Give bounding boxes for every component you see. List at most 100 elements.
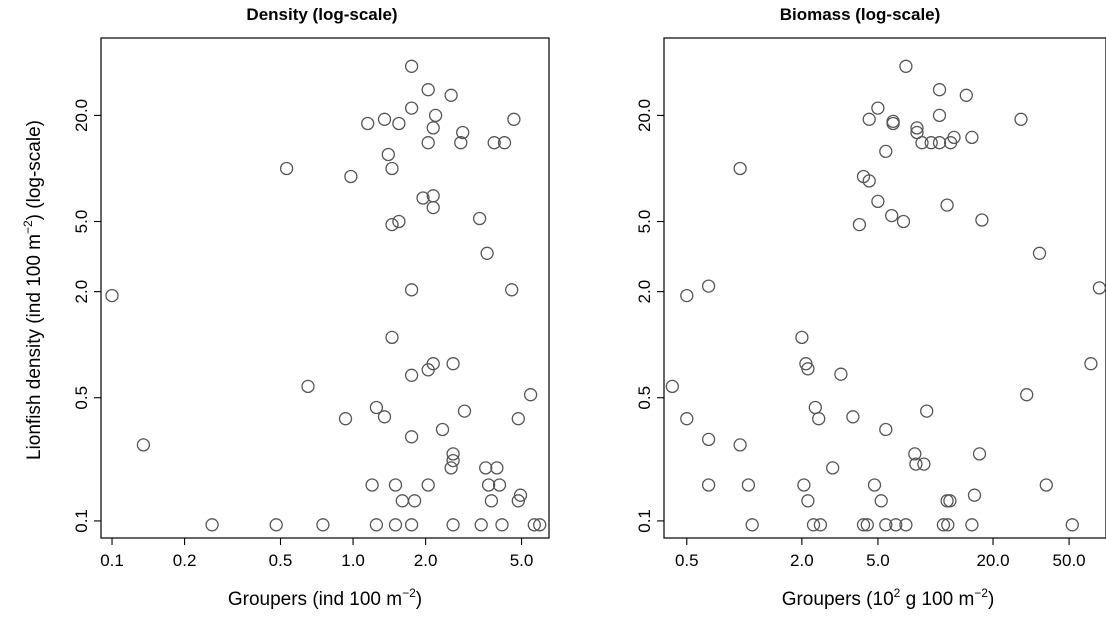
data-point — [741, 478, 756, 492]
data-point — [421, 136, 435, 150]
data-point — [497, 136, 512, 150]
data-point — [860, 518, 874, 532]
data-point — [1065, 518, 1079, 532]
data-point — [454, 136, 468, 150]
data-point — [885, 208, 899, 223]
data-point — [972, 447, 987, 461]
data-point — [680, 412, 694, 426]
data-point — [862, 174, 876, 188]
data-point — [428, 108, 443, 123]
data-point — [511, 412, 525, 426]
data-point — [701, 279, 716, 293]
data-point — [490, 461, 504, 475]
y-tick-label: 5.0 — [72, 210, 91, 234]
biomass-y-axis: 0.1 0.5 2.0 5.0 20.0 — [635, 99, 664, 533]
data-point — [404, 368, 419, 382]
biomass-x-axis: 0.5 2.0 5.0 20.0 50.0 — [675, 538, 1086, 570]
x-tick-label: 0.2 — [173, 551, 197, 570]
data-point — [813, 518, 828, 532]
x-tick-label: 20.0 — [976, 551, 1009, 570]
data-point — [733, 161, 747, 176]
data-point — [361, 116, 375, 131]
data-point — [426, 121, 440, 135]
data-point — [444, 88, 458, 102]
data-point — [812, 412, 826, 426]
data-point — [909, 457, 923, 471]
density-x-axis: 0.1 0.2 0.5 1.0 2.0 5.0 — [100, 538, 533, 570]
data-point — [513, 488, 528, 502]
data-point — [896, 214, 911, 229]
data-point — [446, 518, 460, 532]
data-point — [136, 438, 151, 452]
data-point — [846, 410, 860, 424]
data-point — [421, 478, 435, 492]
data-point — [806, 518, 821, 532]
data-point — [479, 461, 493, 475]
data-point — [801, 362, 815, 376]
data-point — [797, 478, 811, 492]
data-point — [457, 404, 472, 418]
data-point — [404, 518, 419, 532]
data-point — [701, 432, 716, 447]
data-point — [369, 400, 384, 415]
data-point — [943, 136, 958, 150]
data-point — [507, 112, 521, 126]
data-point — [943, 494, 957, 508]
density-points — [105, 59, 547, 532]
y-tick-label: 20.0 — [72, 99, 91, 132]
y-tick-label: 5.0 — [635, 210, 654, 234]
data-point — [940, 198, 954, 212]
data-point — [404, 283, 419, 297]
data-point — [879, 422, 893, 437]
data-point — [407, 494, 422, 508]
data-point — [385, 217, 399, 232]
data-point — [867, 478, 882, 492]
data-point — [338, 412, 353, 426]
data-point — [795, 330, 809, 345]
data-point — [701, 478, 716, 492]
data-point — [886, 116, 900, 131]
data-point — [733, 438, 747, 452]
data-point — [105, 288, 119, 303]
data-point — [924, 136, 938, 150]
data-point — [392, 214, 406, 229]
data-point — [484, 494, 499, 508]
x-tick-label: 2.0 — [414, 551, 438, 570]
density-y-axis-title: Lionfish density (ind 100 m−2) (log-scal… — [21, 120, 45, 460]
data-point — [920, 404, 934, 418]
data-point — [395, 494, 409, 508]
data-point — [917, 457, 931, 471]
data-point — [474, 518, 488, 532]
data-point — [446, 453, 460, 468]
x-tick-label: 2.0 — [790, 551, 814, 570]
data-point — [932, 83, 947, 97]
data-point — [511, 494, 525, 508]
biomass-panel: Biomass (log-scale) 0.5 2.0 5.0 20.0 50.0 0.… — [635, 5, 1106, 610]
data-point — [1084, 357, 1098, 371]
data-point — [826, 461, 840, 475]
data-point — [1020, 388, 1034, 402]
data-point — [316, 518, 330, 532]
data-point — [369, 518, 384, 532]
data-point — [388, 518, 403, 532]
data-point — [388, 478, 403, 492]
biomass-plot-frame — [663, 37, 1106, 539]
density-plot-frame — [100, 37, 550, 539]
data-point — [480, 246, 494, 260]
data-point — [899, 518, 913, 532]
data-point — [533, 518, 547, 532]
data-point — [940, 494, 954, 508]
data-point — [421, 363, 435, 377]
data-point — [435, 422, 450, 437]
data-point — [385, 161, 399, 176]
x-tick-label: 0.5 — [675, 551, 699, 570]
data-point — [932, 136, 947, 150]
data-point — [871, 101, 885, 115]
data-point — [421, 83, 435, 97]
data-point — [908, 447, 922, 461]
data-point — [932, 108, 947, 123]
data-point — [959, 88, 973, 102]
data-point — [404, 59, 419, 73]
data-point — [279, 161, 294, 176]
y-tick-label: 0.5 — [72, 386, 91, 410]
